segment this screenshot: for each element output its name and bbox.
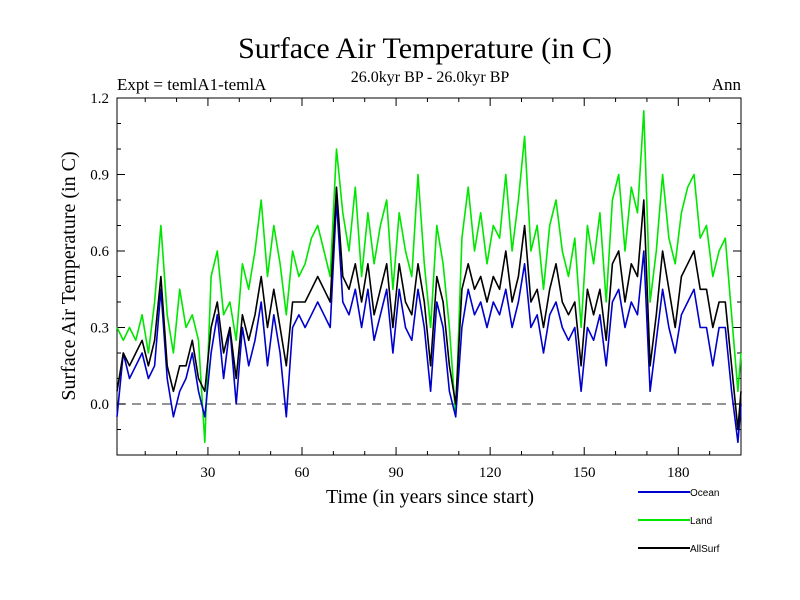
- x-tick-label: 60: [295, 465, 310, 481]
- y-ticks: 0.0 0.3 0.6 0.9 1.2: [90, 91, 741, 430]
- legend-label-allsurf: AllSurf: [690, 544, 720, 555]
- y-tick-label: 0.6: [90, 244, 109, 260]
- y-axis-label: Surface Air Temperature (in C): [58, 151, 80, 400]
- legend-label-ocean: Ocean: [690, 488, 719, 499]
- expt-label: Expt = temlA1-temlA: [117, 75, 267, 94]
- chart-title: Surface Air Temperature (in C): [238, 32, 612, 65]
- y-tick-label: 0.3: [90, 321, 109, 337]
- legend: Ocean Land AllSurf: [638, 488, 720, 555]
- x-axis-label: Time (in years since start): [326, 486, 534, 508]
- series-line-allsurf: [116, 186, 742, 431]
- legend-label-land: Land: [690, 516, 712, 527]
- y-tick-label: 0.9: [90, 168, 109, 184]
- x-tick-label: 120: [479, 465, 502, 481]
- season-label: Ann: [712, 75, 742, 94]
- series-line-ocean: [116, 199, 742, 444]
- plot-area: 30 60 90 120 150 180 0.0 0.3 0.6 0.9 1.2: [90, 91, 742, 481]
- x-ticks: 30 60 90 120 150 180: [144, 98, 711, 481]
- x-tick-label: 30: [200, 465, 215, 481]
- y-tick-label: 1.2: [90, 91, 109, 107]
- series-lines: [116, 110, 742, 444]
- x-tick-label: 150: [573, 465, 596, 481]
- y-tick-label: 0.0: [90, 397, 109, 413]
- x-tick-label: 90: [389, 465, 404, 481]
- chart-subtitle: 26.0kyr BP - 26.0kyr BP: [351, 69, 510, 86]
- series-line-land: [116, 110, 742, 444]
- x-tick-label: 180: [667, 465, 690, 481]
